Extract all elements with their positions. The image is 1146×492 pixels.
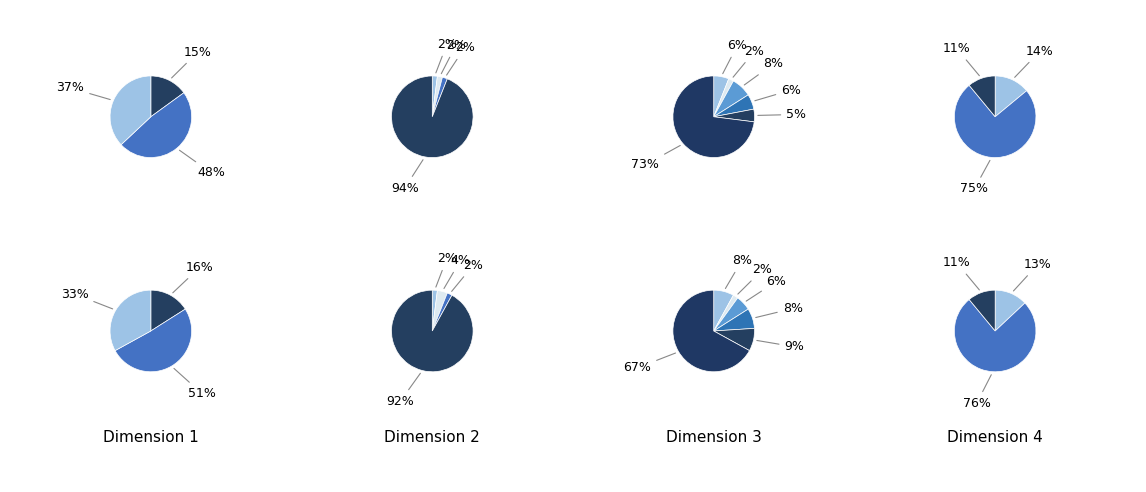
Text: 2%: 2% bbox=[447, 41, 474, 75]
Text: 67%: 67% bbox=[623, 353, 675, 374]
Wedge shape bbox=[714, 76, 729, 117]
Text: 4%: 4% bbox=[444, 254, 470, 288]
Wedge shape bbox=[432, 77, 447, 117]
Wedge shape bbox=[432, 290, 447, 331]
Text: Dimension 3: Dimension 3 bbox=[666, 430, 762, 445]
Text: 8%: 8% bbox=[755, 302, 802, 317]
Wedge shape bbox=[151, 290, 186, 331]
Text: 9%: 9% bbox=[756, 340, 804, 353]
Text: 48%: 48% bbox=[180, 150, 225, 179]
Wedge shape bbox=[392, 76, 473, 157]
Text: 5%: 5% bbox=[758, 108, 807, 121]
Wedge shape bbox=[955, 300, 1036, 372]
Wedge shape bbox=[714, 328, 754, 351]
Wedge shape bbox=[714, 95, 754, 117]
Text: 8%: 8% bbox=[725, 254, 752, 288]
Wedge shape bbox=[432, 76, 442, 117]
Wedge shape bbox=[432, 76, 438, 117]
Text: Dimension 4: Dimension 4 bbox=[948, 430, 1043, 445]
Wedge shape bbox=[432, 290, 438, 331]
Text: 6%: 6% bbox=[723, 39, 747, 74]
Wedge shape bbox=[392, 290, 473, 372]
Text: 2%: 2% bbox=[441, 39, 465, 74]
Text: 14%: 14% bbox=[1014, 45, 1054, 77]
Text: Dimension 1: Dimension 1 bbox=[103, 430, 198, 445]
Wedge shape bbox=[995, 290, 1025, 331]
Wedge shape bbox=[121, 93, 191, 157]
Wedge shape bbox=[995, 76, 1027, 117]
Text: 2%: 2% bbox=[435, 252, 457, 287]
Text: 2%: 2% bbox=[435, 38, 457, 73]
Wedge shape bbox=[673, 290, 749, 372]
Text: 76%: 76% bbox=[963, 375, 991, 410]
Wedge shape bbox=[115, 309, 191, 372]
Text: 11%: 11% bbox=[943, 256, 980, 290]
Wedge shape bbox=[970, 76, 995, 117]
Wedge shape bbox=[110, 290, 151, 351]
Text: 6%: 6% bbox=[746, 275, 786, 301]
Text: 8%: 8% bbox=[744, 58, 784, 85]
Text: 51%: 51% bbox=[174, 369, 215, 400]
Wedge shape bbox=[714, 79, 733, 117]
Wedge shape bbox=[714, 309, 754, 331]
Text: 16%: 16% bbox=[173, 261, 213, 293]
Wedge shape bbox=[714, 109, 754, 122]
Text: 13%: 13% bbox=[1013, 258, 1052, 291]
Text: 92%: 92% bbox=[386, 373, 421, 408]
Text: 75%: 75% bbox=[960, 160, 990, 195]
Text: 11%: 11% bbox=[943, 42, 980, 76]
Text: Dimension 2: Dimension 2 bbox=[384, 430, 480, 445]
Wedge shape bbox=[714, 81, 748, 117]
Text: 94%: 94% bbox=[391, 160, 423, 194]
Text: 37%: 37% bbox=[56, 82, 110, 99]
Text: 2%: 2% bbox=[738, 263, 772, 294]
Wedge shape bbox=[714, 298, 748, 331]
Wedge shape bbox=[955, 85, 1036, 157]
Text: 15%: 15% bbox=[172, 46, 212, 78]
Text: 2%: 2% bbox=[452, 259, 484, 291]
Wedge shape bbox=[110, 76, 151, 145]
Wedge shape bbox=[970, 290, 995, 331]
Text: 6%: 6% bbox=[755, 84, 801, 101]
Wedge shape bbox=[673, 76, 754, 157]
Wedge shape bbox=[151, 76, 183, 117]
Wedge shape bbox=[714, 290, 733, 331]
Wedge shape bbox=[714, 295, 738, 331]
Text: 2%: 2% bbox=[733, 45, 764, 77]
Text: 73%: 73% bbox=[631, 146, 681, 171]
Wedge shape bbox=[432, 293, 452, 331]
Text: 33%: 33% bbox=[61, 287, 112, 309]
